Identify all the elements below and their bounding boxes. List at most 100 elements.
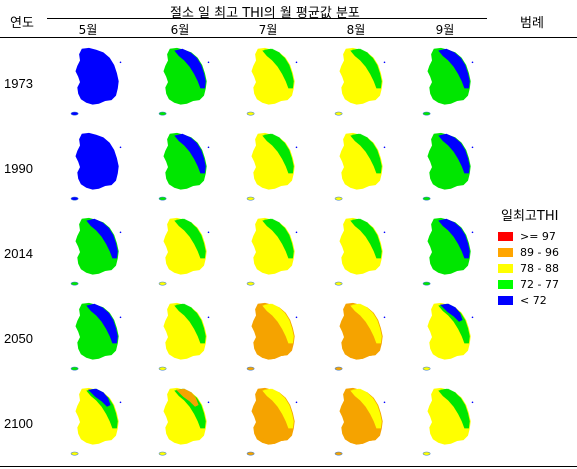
korea-map-1990-5월 (70, 132, 122, 201)
map-east-region (438, 388, 470, 429)
korea-map-2014-8월 (334, 217, 386, 286)
map-jeju-island (334, 281, 343, 286)
legend-swatch-yellow (498, 263, 513, 273)
map-east-region (262, 388, 294, 429)
map-island-dot (207, 401, 210, 404)
legend-label-orange: 89 - 96 (520, 245, 559, 259)
map-jeju-island (158, 451, 167, 456)
map-island-dot (207, 61, 210, 64)
map-jeju-island (422, 111, 431, 116)
korea-map-2014-6월 (158, 217, 210, 286)
map-island-dot (383, 401, 386, 404)
map-jeju-island (422, 281, 431, 286)
year-label-2100: 2100 (4, 416, 33, 431)
year-label-2050: 2050 (4, 331, 33, 346)
korea-map-2050-9월 (422, 302, 474, 371)
map-northeast-region (352, 388, 375, 407)
map-south-region (344, 348, 379, 360)
map-island-dot (471, 316, 474, 319)
map-northeast-region (264, 303, 287, 322)
month-header-september: 9월 (435, 23, 455, 37)
map-jeju-island (422, 366, 431, 371)
map-island-dot (383, 316, 386, 319)
legend-swatch-green (498, 279, 513, 289)
map-landmass (75, 47, 119, 105)
korea-map-1973-8월 (334, 47, 386, 116)
map-east-region (174, 218, 206, 259)
map-jeju-island (246, 366, 255, 371)
month-header-june: 6월 (170, 23, 190, 37)
map-east-region (350, 388, 382, 429)
legend-column-header: 범례 (520, 16, 544, 31)
map-island-dot (471, 146, 474, 149)
map-island-dot (119, 231, 122, 234)
map-northeast-region (264, 133, 287, 152)
map-jeju-island (70, 366, 79, 371)
year-column-header: 연도 (10, 16, 34, 31)
map-east-region (350, 218, 382, 259)
map-jeju-island (158, 281, 167, 286)
korea-map-1973-7월 (246, 47, 298, 116)
map-south-region (344, 433, 379, 445)
map-island-dot (295, 316, 298, 319)
map-landmass (75, 132, 119, 190)
korea-map-1990-8월 (334, 132, 386, 201)
map-jeju-island (334, 196, 343, 201)
map-island-dot (295, 231, 298, 234)
map-jeju-island (334, 366, 343, 371)
month-header-july: 7월 (258, 23, 278, 37)
map-east-region (174, 303, 206, 344)
map-northeast-region (264, 48, 287, 67)
map-east-region (438, 133, 470, 174)
legend-item-blue: < 72 (493, 292, 577, 308)
map-island-dot (119, 61, 122, 64)
korea-map-2014-7월 (246, 217, 298, 286)
korea-map-2100-8월 (334, 387, 386, 456)
map-east-region (350, 48, 382, 89)
year-label-2014: 2014 (4, 246, 33, 261)
legend-label-yellow: 78 - 88 (520, 261, 559, 275)
map-east-region (262, 218, 294, 259)
korea-map-2100-9월 (422, 387, 474, 456)
map-east-region (86, 388, 118, 429)
table-bottom-rule (0, 466, 577, 467)
map-island-dot (383, 146, 386, 149)
map-east-region (438, 218, 470, 259)
korea-map-2050-6월 (158, 302, 210, 371)
legend-swatch-orange (498, 247, 513, 257)
legend-label-red: >= 97 (520, 229, 556, 243)
map-island-dot (295, 146, 298, 149)
korea-map-1990-9월 (422, 132, 474, 201)
map-northeast-region (440, 388, 463, 407)
map-northeast-region (176, 303, 199, 322)
map-island-dot (471, 61, 474, 64)
map-east-region (174, 48, 206, 89)
map-east-region (86, 218, 118, 259)
map-jeju-island (246, 111, 255, 116)
korea-map-1990-7월 (246, 132, 298, 201)
legend-item-yellow: 78 - 88 (493, 260, 577, 276)
legend-swatch-red (498, 231, 513, 241)
map-island-dot (207, 316, 210, 319)
map-island-dot (471, 401, 474, 404)
thi-legend: 일최고THI >= 97 89 - 96 78 - 88 72 - 77 < 7… (493, 205, 577, 308)
legend-label-green: 72 - 77 (520, 277, 559, 291)
map-east-region (350, 303, 382, 344)
map-island-dot (383, 231, 386, 234)
map-northeast-region (352, 218, 375, 237)
korea-map-2050-5월 (70, 302, 122, 371)
year-label-1973: 1973 (4, 76, 33, 91)
korea-map-1973-6월 (158, 47, 210, 116)
korea-map-2100-5월 (70, 387, 122, 456)
map-east-region (350, 133, 382, 174)
legend-item-green: 72 - 77 (493, 276, 577, 292)
map-jeju-island (70, 111, 79, 116)
map-east-region (438, 303, 470, 344)
map-northeast-region (352, 48, 375, 67)
map-south-region (256, 433, 291, 445)
map-island-dot (383, 61, 386, 64)
map-jeju-island (158, 366, 167, 371)
map-jeju-island (422, 451, 431, 456)
map-northeast-region (264, 218, 287, 237)
korea-map-1990-6월 (158, 132, 210, 201)
